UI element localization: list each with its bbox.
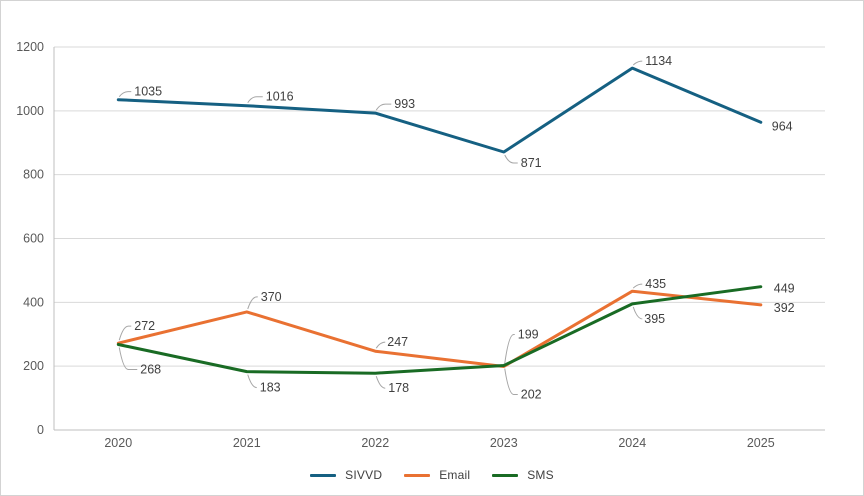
data-label: 964 bbox=[772, 119, 793, 133]
y-axis-tick-label: 200 bbox=[23, 359, 44, 373]
legend-line-marker-icon bbox=[492, 473, 519, 477]
leader-line bbox=[632, 283, 643, 289]
leader-line bbox=[504, 368, 518, 396]
leader-line bbox=[632, 60, 643, 66]
leader-line bbox=[375, 103, 392, 111]
leader-line bbox=[247, 374, 257, 389]
leader-line bbox=[632, 306, 643, 320]
data-label: 435 bbox=[645, 277, 666, 291]
data-label: 1016 bbox=[266, 90, 294, 104]
x-axis-tick-label: 2024 bbox=[618, 436, 646, 450]
y-axis-tick-label: 400 bbox=[23, 295, 44, 309]
leader-line bbox=[375, 376, 386, 389]
leader-line bbox=[247, 296, 258, 310]
legend-label: Email bbox=[439, 468, 471, 482]
series-line-email bbox=[116, 289, 763, 368]
y-axis-tick-label: 1200 bbox=[16, 40, 44, 54]
leader-line bbox=[504, 154, 518, 164]
legend-item-sms: SMS bbox=[492, 468, 554, 482]
data-label: 370 bbox=[261, 290, 282, 304]
leader-line bbox=[247, 96, 263, 104]
series-line-sms bbox=[116, 285, 763, 375]
legend-item-sivvd: SIVVD bbox=[310, 468, 382, 482]
y-axis-tick-label: 600 bbox=[23, 232, 44, 246]
leader-line bbox=[504, 333, 515, 364]
x-axis-tick-label: 2022 bbox=[361, 436, 389, 450]
leader-line bbox=[375, 341, 386, 349]
leader-line bbox=[118, 347, 138, 370]
data-label: 272 bbox=[134, 319, 155, 333]
data-label: 247 bbox=[387, 335, 408, 349]
data-label: 183 bbox=[260, 381, 281, 395]
data-label: 449 bbox=[774, 282, 795, 296]
chart-legend: SIVVD Email SMS bbox=[1, 468, 863, 482]
x-axis-tick-label: 2021 bbox=[233, 436, 261, 450]
data-label: 1134 bbox=[645, 54, 672, 68]
data-label: 1035 bbox=[134, 85, 162, 99]
data-label: 268 bbox=[140, 362, 161, 376]
data-label: 199 bbox=[518, 327, 539, 341]
data-label: 392 bbox=[774, 301, 795, 315]
x-axis-tick-label: 2020 bbox=[104, 436, 132, 450]
legend-line-marker-icon bbox=[310, 473, 337, 477]
data-label: 395 bbox=[644, 312, 665, 326]
legend-line-marker-icon bbox=[404, 473, 431, 477]
legend-label: SMS bbox=[527, 468, 554, 482]
series-line-sivvd bbox=[116, 66, 763, 154]
data-label: 871 bbox=[521, 156, 542, 170]
y-axis-tick-label: 0 bbox=[37, 423, 44, 437]
legend-label: SIVVD bbox=[345, 468, 383, 482]
x-axis-tick-label: 2023 bbox=[490, 436, 518, 450]
data-label: 202 bbox=[521, 388, 542, 402]
leader-line bbox=[118, 91, 132, 97]
x-axis-tick-label: 2025 bbox=[747, 436, 775, 450]
leader-line bbox=[118, 325, 132, 341]
y-axis-tick-label: 1000 bbox=[16, 104, 44, 118]
y-axis-tick-label: 800 bbox=[23, 168, 44, 182]
data-label: 993 bbox=[394, 97, 415, 111]
data-label: 178 bbox=[388, 381, 409, 395]
legend-item-email: Email bbox=[404, 468, 470, 482]
